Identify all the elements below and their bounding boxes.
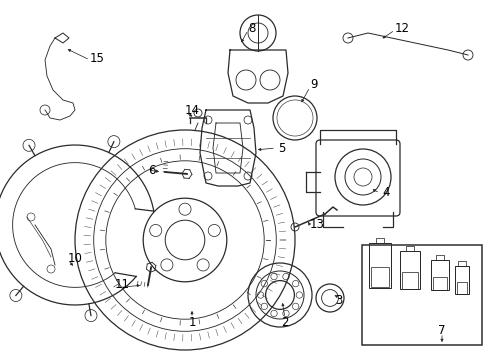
Text: 14: 14 [185,104,200,117]
Text: 10: 10 [68,252,83,265]
Text: 12: 12 [395,22,410,35]
Bar [433,277,447,290]
Bar [369,243,391,288]
Text: 8: 8 [248,22,255,35]
Text: 2: 2 [281,315,289,328]
Bar [371,267,389,287]
Text: 4: 4 [382,185,390,198]
Bar [457,282,467,294]
Bar [400,251,420,289]
Text: 7: 7 [438,324,446,337]
Bar [455,266,469,294]
Text: 1: 1 [188,315,196,328]
Text: 13: 13 [310,219,325,231]
Text: 11: 11 [115,279,130,292]
Bar [402,272,418,289]
Bar [431,260,449,290]
Text: 5: 5 [278,141,285,154]
Bar [362,245,482,345]
Text: 6: 6 [148,163,155,176]
Text: 9: 9 [310,78,318,91]
Text: 3: 3 [335,293,343,306]
Text: 15: 15 [90,51,105,64]
